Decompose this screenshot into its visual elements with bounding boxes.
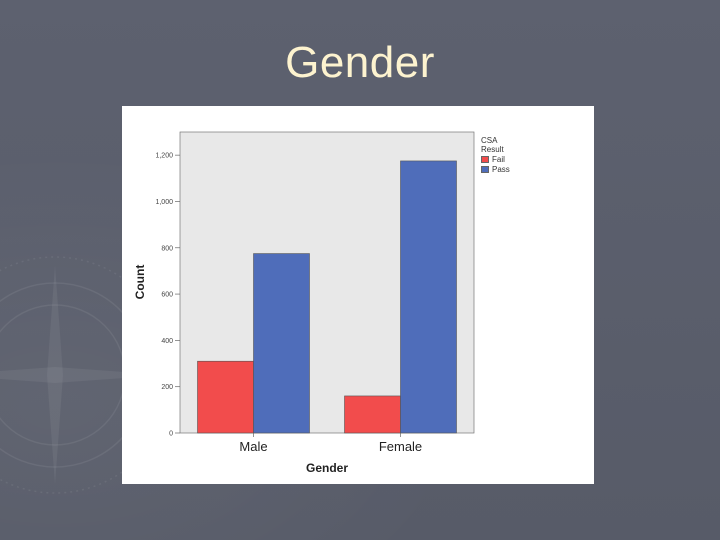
bar-fail-female — [344, 395, 401, 434]
x-tick-label: Female — [379, 439, 422, 454]
y-tick-label: 1,000 — [155, 199, 173, 206]
legend-title: CSA Result — [481, 136, 504, 154]
bar-fail-male — [197, 360, 254, 434]
bar-pass-male — [253, 253, 310, 434]
x-tick-label: Male — [239, 439, 267, 454]
y-tick-label: 600 — [161, 292, 173, 299]
legend-swatch — [481, 156, 489, 163]
slide-title: Gender — [285, 38, 435, 87]
y-tick-label: 0 — [169, 431, 173, 438]
y-axis: 0 200 400 600 800 1,000 1,200 — [155, 153, 180, 438]
y-tick-label: 400 — [161, 338, 173, 345]
chart-panel: 0 200 400 600 800 1,000 1,200 Male Female Count… — [122, 106, 594, 484]
legend-item-fail: Fail — [481, 155, 571, 164]
bars — [197, 160, 457, 434]
bar-chart: 0 200 400 600 800 1,000 1,200 Male Female Count… — [133, 131, 475, 475]
x-axis-label: Gender — [306, 461, 348, 475]
y-tick-label: 800 — [161, 245, 173, 252]
legend-swatch — [481, 166, 489, 173]
y-axis-label: Count — [133, 265, 147, 300]
bar-pass-female — [400, 160, 457, 434]
legend-item-pass: Pass — [481, 165, 571, 174]
y-tick-label: 200 — [161, 384, 173, 391]
legend-label: Fail — [492, 155, 505, 164]
legend-label: Pass — [492, 165, 510, 174]
y-tick-label: 1,200 — [155, 153, 173, 160]
legend: CSA Result Fail Pass — [481, 136, 571, 174]
x-axis: Male Female — [239, 433, 422, 454]
